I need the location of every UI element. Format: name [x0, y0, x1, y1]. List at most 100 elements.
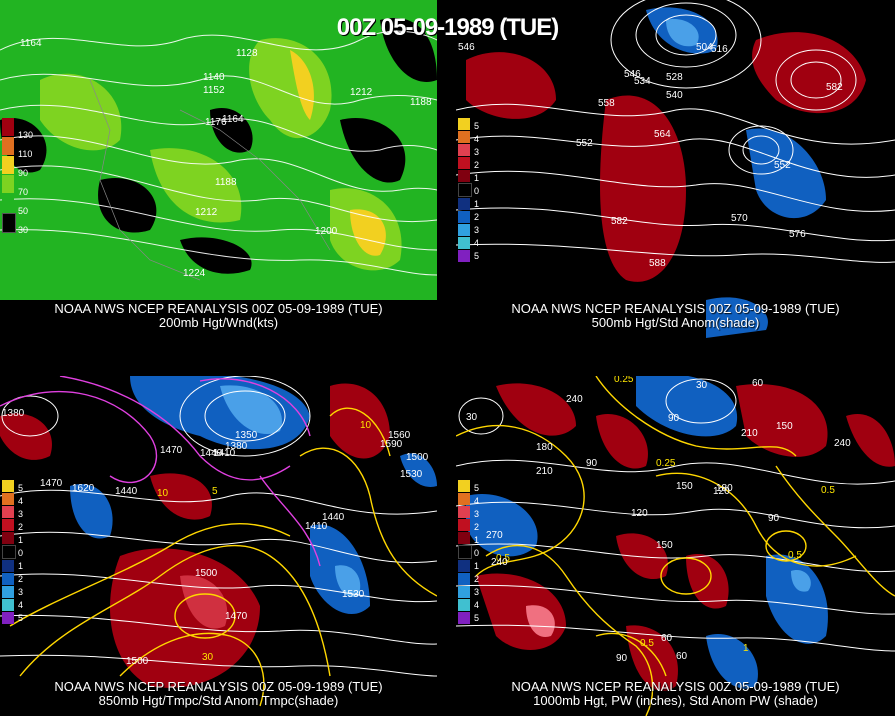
map-1000mb-svg: 0.25 0.25 0.5 0.5 0.5 0.5 1 30 240 180 2…: [456, 376, 895, 716]
contour-label: 1500: [195, 568, 218, 579]
contour-label: 60: [752, 378, 764, 389]
contour-label: 150: [656, 540, 673, 551]
panel-caption-line2: 850mb Hgt/Tmpc/Std Anom Tmpc(shade): [98, 693, 339, 708]
contour-label: 1530: [342, 589, 365, 600]
contour-label: 1128: [236, 48, 258, 59]
contour-label: 1470: [40, 478, 63, 489]
contour-label: 1176: [205, 117, 227, 128]
contour-label: 570: [731, 213, 748, 224]
panel-caption-line1: NOAA NWS NCEP REANALYSIS 00Z 05-09-1989 …: [54, 301, 383, 316]
contour-label: 90: [586, 458, 598, 469]
contour-label: 30: [466, 412, 478, 423]
contour-label: 1200: [315, 226, 338, 237]
map-500mb-svg: 546 504 516 546 534 528 540 558 564 552 …: [456, 0, 895, 338]
contour-label: 240: [491, 557, 508, 568]
pw-label: 0.25: [614, 376, 634, 385]
contour-label: 90: [616, 653, 628, 664]
map-200mb-svg: 1164 1128 1140 1152 1176 1164 1188 1212 …: [0, 0, 437, 338]
contour-label: 1440: [200, 448, 223, 459]
panel-caption-line2: 500mb Hgt/Std Anom(shade): [591, 315, 760, 330]
contour-label: 120: [631, 508, 648, 519]
contour-label: 60: [661, 633, 673, 644]
contour-label: 240: [566, 394, 583, 405]
contour-label: 1410: [305, 521, 328, 532]
contour-label: 1440: [322, 512, 345, 523]
legend-1000mb: [458, 480, 472, 625]
contour-label: 546: [458, 42, 475, 53]
contour-label: 90: [768, 513, 780, 524]
contour-label: 150: [776, 421, 793, 432]
panel-850mb: 1380 1470 1440 1380 1350 1410 1560 1590 …: [0, 376, 437, 716]
contour-label: 1590: [380, 439, 403, 450]
contour-label: 120: [713, 486, 730, 497]
contour-label: 504: [696, 42, 713, 53]
panel-1000mb: 0.25 0.25 0.5 0.5 0.5 0.5 1 30 240 180 2…: [456, 376, 895, 716]
contour-label: 180: [536, 442, 553, 453]
temp-label: 10: [360, 420, 372, 431]
contour-label: 1188: [215, 177, 237, 188]
contour-label: 1380: [2, 408, 25, 419]
contour-label: 1140: [203, 72, 225, 83]
map-850mb-svg: 1380 1470 1440 1380 1350 1410 1560 1590 …: [0, 376, 437, 716]
contour-label: 60: [676, 651, 688, 662]
contour-label: 516: [711, 44, 728, 55]
contour-label: 1620: [72, 483, 95, 494]
legend-labels-500mb: 5 4 3 2 1 0 1 2 3 4 5: [474, 121, 480, 261]
contour-label: 1188: [410, 97, 432, 108]
contour-label: 1410: [213, 448, 236, 459]
contour-label: 1470: [160, 445, 183, 456]
contour-label: 558: [598, 98, 615, 109]
contour-label: 552: [774, 160, 791, 171]
panel-caption-line1: NOAA NWS NCEP REANALYSIS 00Z 05-09-1989 …: [54, 679, 383, 694]
contour-label: 270: [486, 530, 503, 541]
contour-label: 30: [696, 380, 708, 391]
contour-label: 1350: [235, 430, 258, 441]
contour-label: 90: [668, 413, 680, 424]
contour-label: 546: [624, 69, 641, 80]
map-title: 00Z 05-09-1989 (TUE): [336, 14, 559, 41]
legend-850mb: [2, 480, 16, 625]
contour-label: 582: [826, 82, 843, 93]
contour-label: 210: [741, 428, 758, 439]
contour-label: 582: [611, 216, 628, 227]
contour-label: 528: [666, 72, 683, 83]
contour-label: 1164: [20, 38, 42, 49]
pw-label: 0.5: [496, 553, 510, 564]
contour-label: 1212: [195, 207, 218, 218]
panel-caption-line1: NOAA NWS NCEP REANALYSIS 00Z 05-09-1989 …: [511, 679, 840, 694]
contour-label: 534: [634, 76, 651, 87]
pw-label: 0.5: [821, 485, 835, 496]
legend-labels-850mb: 5 4 3 2 1 0 1 2 3 4 5: [18, 483, 24, 623]
pw-label: 0.25: [656, 458, 676, 469]
contour-label: 210: [536, 466, 553, 477]
contour-label: 1380: [225, 441, 248, 452]
contour-label: 1470: [225, 611, 248, 622]
contour-label: 1500: [406, 452, 429, 463]
legend-labels-1000mb: 5 4 3 2 1 0 1 2 3 4 5: [474, 483, 480, 623]
contour-label: 1164: [222, 114, 244, 125]
panel-500mb: 546 504 516 546 534 528 540 558 564 552 …: [456, 0, 895, 338]
contour-label: 588: [649, 258, 666, 269]
contour-label: 1440: [115, 486, 138, 497]
contour-label: 1560: [388, 430, 411, 441]
contour-label: 564: [654, 129, 671, 140]
contour-label: 1530: [400, 469, 423, 480]
pw-label: 0.5: [640, 638, 654, 649]
legend-500mb: [458, 118, 472, 263]
contour-label: 240: [834, 438, 851, 449]
panel-caption-line2: 200mb Hgt/Wnd(kts): [158, 315, 279, 330]
contour-label: 552: [576, 138, 593, 149]
contour-label: 576: [789, 229, 806, 240]
pw-label: 1: [743, 643, 749, 654]
legend-200mb: [2, 118, 16, 234]
contour-label: 180: [716, 483, 733, 494]
pw-label: 0.5: [788, 550, 802, 561]
panel-200mb: 1164 1128 1140 1152 1176 1164 1188 1212 …: [0, 0, 437, 338]
contour-label: 1224: [183, 268, 206, 279]
panel-caption-line2: 1000mb Hgt, PW (inches), Std Anom PW (sh…: [533, 693, 818, 708]
panel-caption-line1: NOAA NWS NCEP REANALYSIS 00Z 05-09-1989 …: [511, 301, 840, 316]
temp-label: 5: [212, 486, 218, 497]
contour-label: 1212: [350, 87, 373, 98]
temp-label: 30: [202, 652, 214, 663]
contour-label: 1152: [203, 85, 225, 96]
